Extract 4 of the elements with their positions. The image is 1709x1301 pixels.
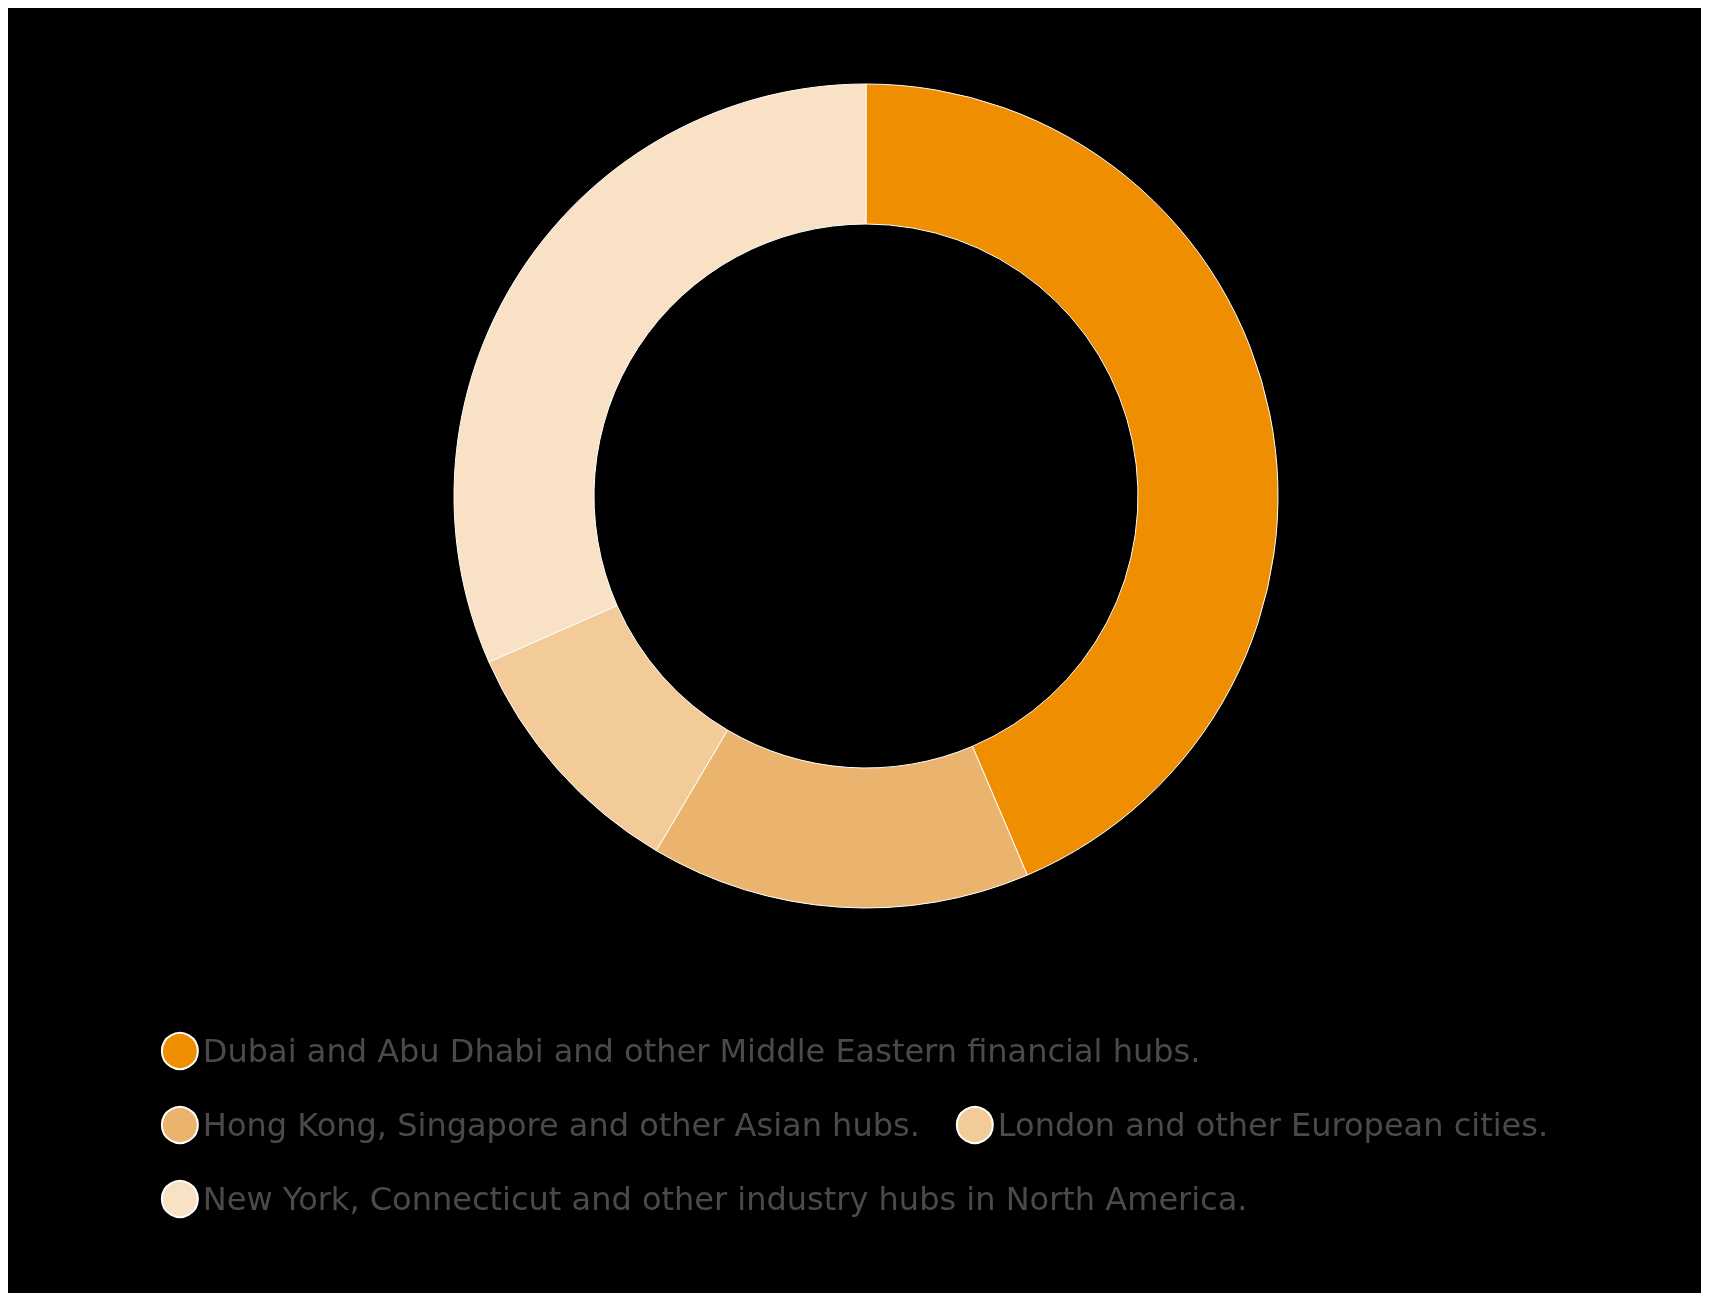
legend-label: Hong Kong, Singapore and other Asian hubs. — [202, 1106, 920, 1144]
legend-label: Dubai and Abu Dhabi and other Middle Eastern financial hubs. — [202, 1032, 1201, 1070]
legend-label: New York, Connecticut and other industry hubs in North America. — [202, 1180, 1248, 1218]
legend-label: London and other European cities. — [997, 1106, 1549, 1144]
